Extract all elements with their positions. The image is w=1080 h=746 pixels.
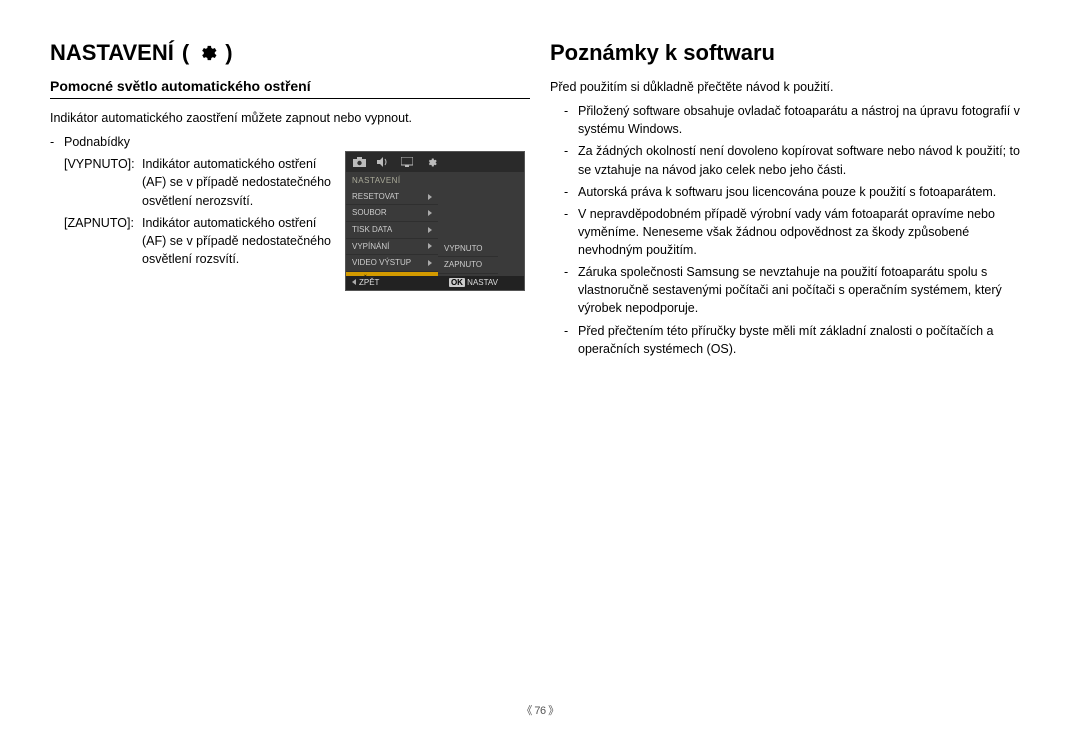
option-zapnuto-label: [ZAPNUTO]: (64, 214, 142, 268)
cam-menu-left: RESETOVAT SOUBOR TISK DATA VYPÍNÁNÍ VIDE… (346, 189, 438, 289)
camera-settings-screenshot: NASTAVENÍ RESETOVAT SOUBOR TISK DATA VYP… (345, 151, 525, 291)
cam-opt-off: VYPNUTO (438, 241, 498, 258)
gear-icon-small (424, 156, 438, 168)
left-line1: Indikátor automatického zaostření můžete… (50, 109, 530, 127)
dash: - (550, 102, 578, 138)
dash: - (550, 183, 578, 201)
page-number: 《 76 》 (50, 702, 1030, 718)
cam-item-file: SOUBOR (346, 205, 438, 222)
gear-icon-suffix: ) (225, 40, 232, 66)
right-bullet-2: Za žádných okolností není dovoleno kopír… (578, 142, 1030, 178)
dash: - (50, 133, 64, 151)
right-intro: Před použitím si důkladně přečtěte návod… (550, 78, 1030, 96)
gear-icon-prefix: ( (182, 40, 189, 66)
right-bullet-5: Záruka společnosti Samsung se nevztahuje… (578, 263, 1030, 317)
cam-set: NASTAV (467, 278, 498, 287)
display-icon (400, 156, 414, 168)
right-bullet-3: Autorská práva k softwaru jsou licencová… (578, 183, 1030, 201)
cam-title: NASTAVENÍ (346, 172, 524, 189)
left-subheading: Pomocné světlo automatického ostření (50, 78, 530, 94)
cam-back: ZPĚT (359, 278, 379, 287)
option-vypnuto-text: Indikátor automatického ostření (AF) se … (142, 155, 345, 209)
right-bullet-1: Přiložený software obsahuje ovladač foto… (578, 102, 1030, 138)
podnabidky-label: Podnabídky (64, 133, 130, 151)
dash: - (550, 142, 578, 178)
option-vypnuto-label: [VYPNUTO]: (64, 155, 142, 209)
right-heading-text: Poznámky k softwaru (550, 40, 775, 66)
left-heading-text: NASTAVENÍ (50, 40, 174, 66)
cam-top-icons (346, 152, 524, 172)
left-heading: NASTAVENÍ ( ) (50, 40, 530, 66)
right-heading: Poznámky k softwaru (550, 40, 1030, 66)
cam-item-off: VYPÍNÁNÍ (346, 239, 438, 256)
option-zapnuto-text: Indikátor automatického ostření (AF) se … (142, 214, 345, 268)
cam-opt-on: ZAPNUTO (438, 257, 498, 274)
cam-item-video: VIDEO VÝSTUP (346, 255, 438, 272)
cam-footer: ZPĚT OK NASTAV (346, 276, 524, 290)
speaker-icon (376, 156, 390, 168)
right-column: Poznámky k softwaru Před použitím si důk… (550, 40, 1030, 702)
gear-icon (197, 43, 217, 63)
right-bullet-4: V nepravděpodobném případě výrobní vady … (578, 205, 1030, 259)
right-bullet-6: Před přečtením této příručky byste měli … (578, 322, 1030, 358)
dash: - (550, 205, 578, 259)
cam-ok: OK (449, 278, 465, 287)
left-column: NASTAVENÍ ( ) Pomocné světlo automatické… (50, 40, 530, 702)
camera-icon (352, 156, 366, 168)
cam-item-print: TISK DATA (346, 222, 438, 239)
cam-item-reset: RESETOVAT (346, 189, 438, 206)
dash: - (550, 263, 578, 317)
left-rule (50, 98, 530, 99)
dash: - (550, 322, 578, 358)
